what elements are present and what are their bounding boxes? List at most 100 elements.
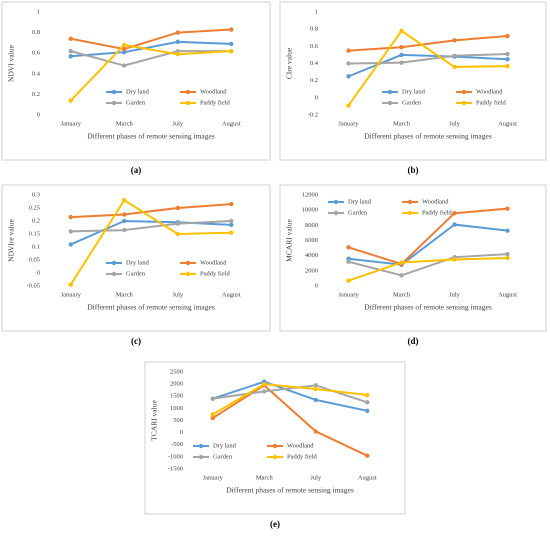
legend-label: Woodland — [200, 88, 227, 95]
y-tick-label: 0.4 — [310, 60, 319, 67]
data-point — [175, 30, 180, 35]
legend-marker — [111, 89, 117, 95]
y-axis-label: NDVIre value — [7, 218, 16, 261]
legend-marker — [111, 271, 117, 277]
data-point — [229, 201, 234, 207]
data-point — [229, 41, 234, 47]
data-point — [452, 64, 457, 70]
series-line — [348, 223, 508, 266]
y-tick-label: 0.3 — [32, 191, 40, 198]
y-tick-label: 8000 — [305, 222, 318, 229]
data-point — [229, 48, 234, 54]
legend-label: Garden — [126, 99, 146, 106]
series-line — [70, 43, 232, 102]
x-tick-label: July — [449, 120, 461, 127]
data-point — [365, 400, 370, 405]
y-tick-label: 12000 — [302, 191, 318, 198]
series-line — [70, 203, 232, 219]
legend-label: Woodland — [287, 442, 314, 449]
y-tick-label: 0.8 — [32, 29, 40, 36]
y-tick-label: 0.4 — [32, 70, 41, 77]
x-tick-label: January — [61, 120, 82, 127]
y-tick-label: 0.6 — [310, 43, 319, 50]
data-point — [175, 221, 180, 226]
legend-marker — [407, 210, 413, 216]
legend-label: Garden — [213, 453, 233, 460]
data-point — [175, 205, 180, 211]
y-tick-label: 0 — [315, 282, 318, 289]
x-tick-label: March — [393, 291, 411, 298]
legend-marker — [461, 89, 467, 95]
legend-marker — [407, 199, 413, 205]
series-line — [212, 383, 368, 416]
y-tick-label: 4000 — [305, 252, 318, 259]
x-tick-label: August — [498, 120, 517, 127]
y-axis-label: CIre value — [285, 47, 294, 79]
data-point — [175, 231, 180, 237]
y-tick-label: 0.8 — [310, 26, 318, 33]
data-point — [229, 230, 234, 235]
x-axis-label: Different phases of remote sensing image… — [87, 303, 215, 312]
data-point — [346, 74, 351, 79]
x-tick-label: March — [116, 291, 134, 298]
data-point — [505, 63, 510, 69]
panel-border — [279, 184, 547, 332]
data-point — [346, 256, 351, 261]
legend-label: Paddy field — [476, 99, 507, 106]
y-tick-label: 0 — [37, 111, 40, 118]
legend-label: Paddy field — [287, 453, 318, 460]
legend-label: Dry land — [126, 88, 150, 95]
data-point — [399, 273, 404, 278]
data-point — [262, 381, 267, 387]
x-axis-label: Different phases of remote sensing image… — [364, 303, 492, 312]
y-tick-label: 0.05 — [29, 256, 40, 263]
x-tick-label: January — [338, 120, 359, 127]
data-point — [505, 251, 510, 257]
x-tick-label: July — [310, 474, 322, 481]
data-point — [210, 415, 215, 421]
data-point — [122, 212, 127, 217]
y-tick-label: 0.1 — [32, 243, 40, 250]
data-point — [346, 245, 351, 250]
x-tick-label: March — [393, 120, 411, 127]
y-tick-label: 1 — [37, 8, 40, 15]
legend-label: Paddy field — [422, 209, 453, 216]
y-tick-label: 0.6 — [32, 50, 41, 57]
panel-border — [1, 184, 271, 332]
legend-marker — [272, 443, 278, 449]
legend-label: Dry land — [402, 88, 426, 95]
y-tick-label: -1000 — [168, 453, 183, 460]
data-point — [452, 222, 457, 227]
y-tick-label: 0.15 — [29, 230, 40, 237]
series-line — [348, 53, 508, 78]
data-point — [399, 52, 404, 58]
data-point — [122, 227, 127, 233]
x-tick-label: July — [172, 120, 184, 127]
data-point — [505, 255, 510, 261]
data-point — [68, 36, 73, 41]
data-point — [505, 57, 510, 62]
x-tick-label: August — [498, 291, 517, 298]
data-point — [365, 392, 370, 398]
data-point — [505, 228, 510, 233]
data-point — [229, 27, 234, 32]
data-point — [399, 260, 404, 265]
data-point — [122, 63, 127, 68]
panel-label: (a) — [131, 165, 142, 175]
x-tick-label: August — [222, 120, 241, 127]
data-point — [122, 198, 127, 203]
data-point — [399, 28, 404, 34]
series-line — [69, 198, 232, 286]
x-tick-label: August — [358, 474, 377, 481]
data-point — [505, 206, 510, 211]
x-tick-label: January — [203, 474, 224, 481]
legend-marker — [333, 210, 339, 216]
y-tick-label: 0.2 — [310, 77, 318, 84]
y-tick-label: 0 — [315, 94, 318, 101]
panel-border — [279, 1, 547, 161]
y-tick-label: 0 — [180, 429, 183, 436]
legend-label: Dry land — [213, 442, 237, 449]
y-tick-label: 2000 — [305, 267, 318, 274]
data-point — [399, 44, 404, 50]
